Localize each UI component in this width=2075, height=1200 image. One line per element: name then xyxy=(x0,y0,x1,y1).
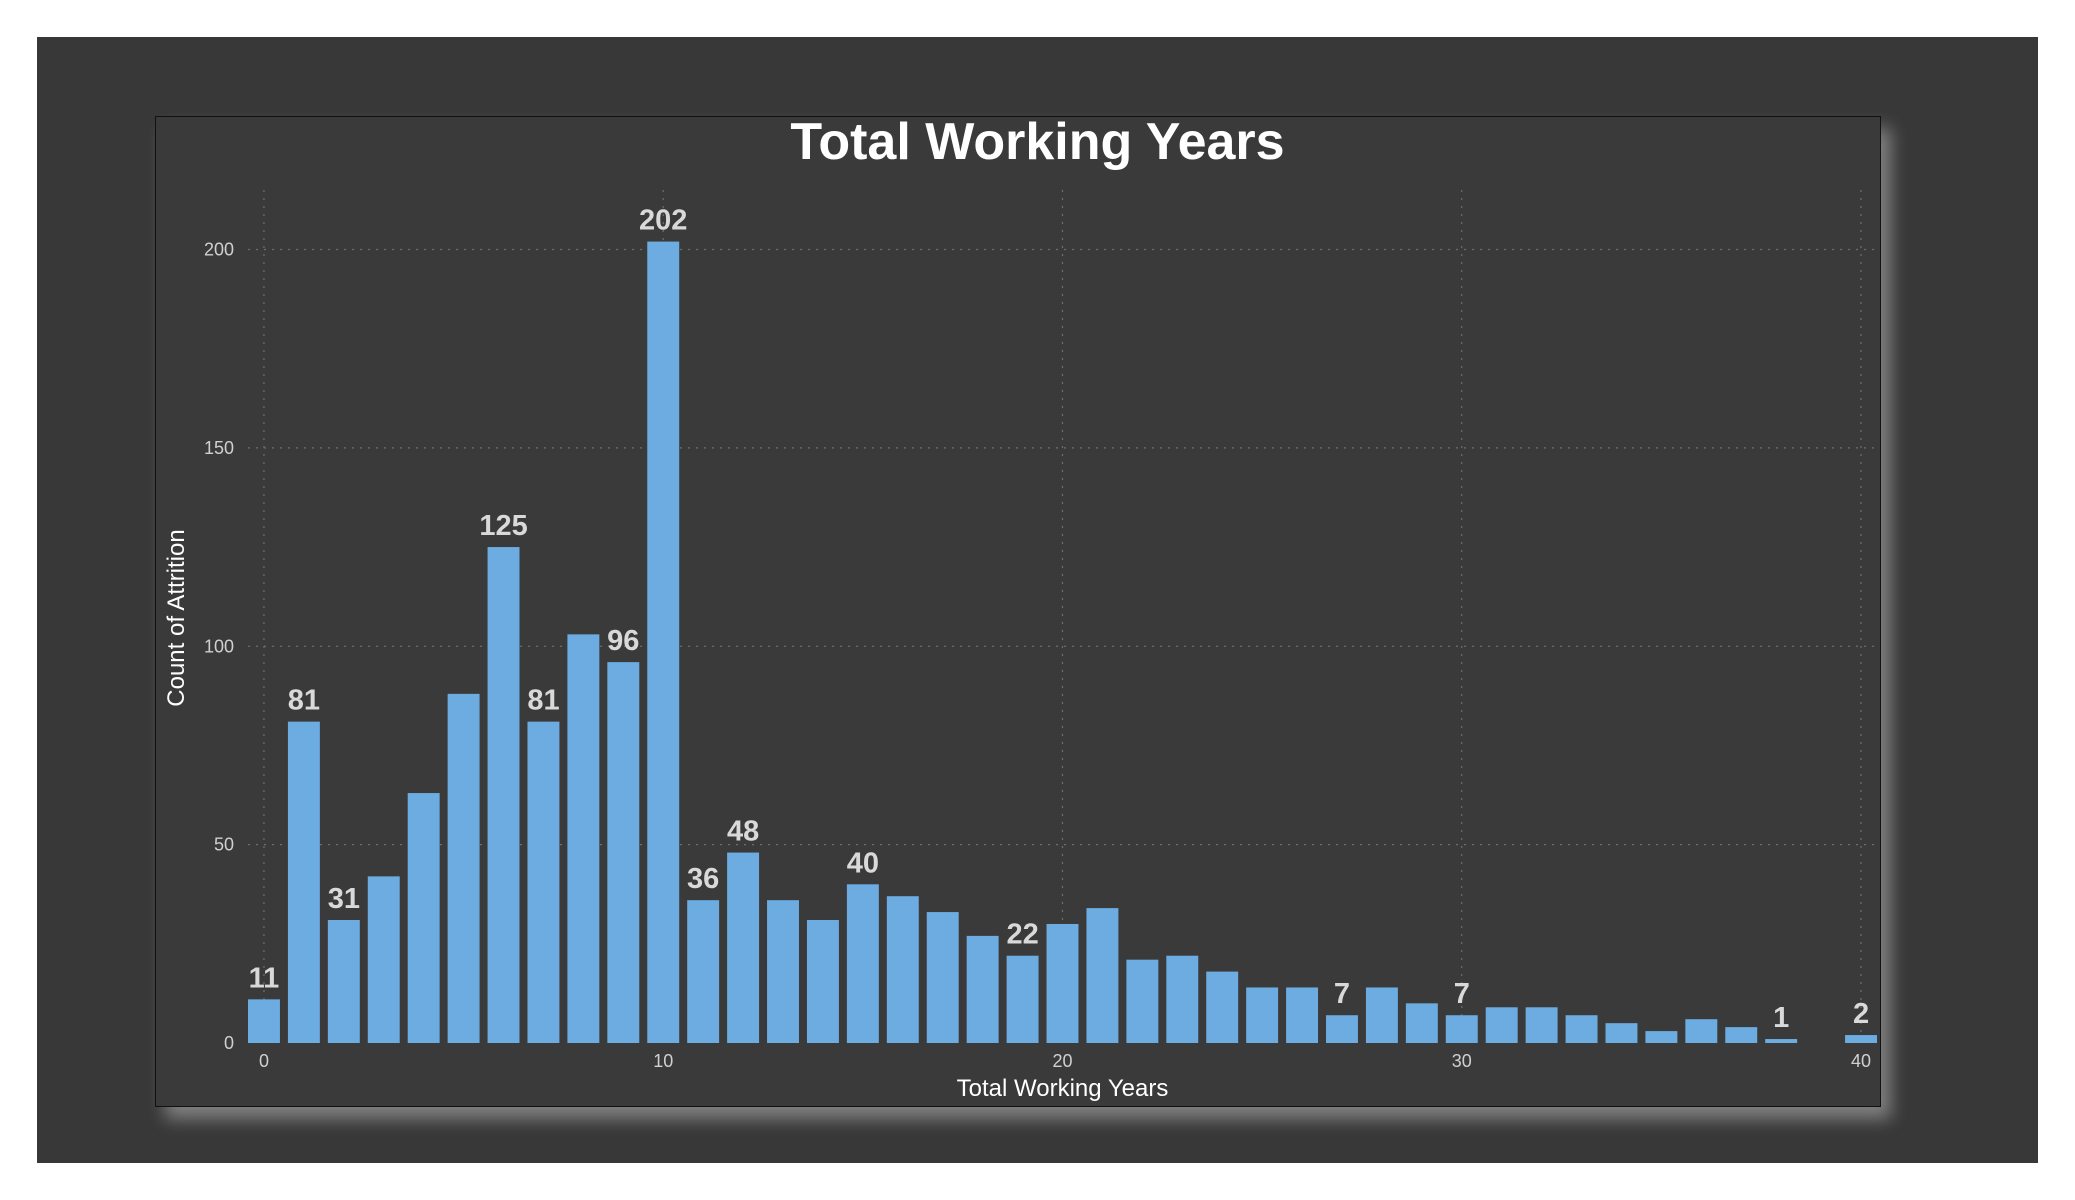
bar xyxy=(1445,1015,1478,1043)
y-tick-label: 50 xyxy=(214,835,234,855)
bar xyxy=(1765,1039,1798,1043)
data-label: 48 xyxy=(727,816,759,848)
data-label: 125 xyxy=(479,510,527,542)
bar xyxy=(926,912,959,1043)
x-tick-label: 20 xyxy=(1052,1051,1072,1071)
data-label: 96 xyxy=(607,625,639,657)
bar xyxy=(727,852,760,1043)
bar xyxy=(966,935,999,1043)
bar xyxy=(1845,1035,1877,1043)
bar xyxy=(806,920,839,1043)
bar xyxy=(567,634,600,1043)
bar xyxy=(248,999,280,1043)
bar xyxy=(1326,1015,1358,1043)
x-tick-label: 30 xyxy=(1452,1051,1472,1071)
bar xyxy=(1645,1031,1678,1043)
x-axis-label: Total Working Years xyxy=(957,1075,1169,1102)
chart-title: Total Working Years xyxy=(790,113,1285,171)
plot-panel xyxy=(155,116,1881,1107)
x-tick-label: 0 xyxy=(259,1051,269,1071)
bars xyxy=(248,241,1877,1043)
bar xyxy=(1206,971,1239,1043)
bar xyxy=(1565,1015,1598,1043)
data-label: 1 xyxy=(1773,1002,1789,1034)
data-label: 7 xyxy=(1334,978,1350,1010)
data-label: 7 xyxy=(1454,978,1470,1010)
bar xyxy=(1365,987,1398,1043)
data-label: 81 xyxy=(288,685,320,717)
data-label: 22 xyxy=(1006,919,1038,951)
bar xyxy=(527,721,560,1043)
bar xyxy=(447,693,480,1043)
bar xyxy=(767,900,799,1043)
data-label: 31 xyxy=(328,883,360,915)
data-label: 11 xyxy=(249,962,280,994)
bar xyxy=(1405,1003,1438,1043)
x-tick-label: 10 xyxy=(653,1051,673,1071)
bar xyxy=(1286,987,1319,1043)
bar xyxy=(1246,987,1279,1043)
bar xyxy=(687,900,720,1043)
y-tick-label: 200 xyxy=(204,240,234,260)
bar xyxy=(407,793,440,1043)
x-tick-label: 40 xyxy=(1851,1051,1871,1071)
bar xyxy=(287,721,320,1043)
bar xyxy=(367,876,400,1043)
bar xyxy=(1086,908,1119,1043)
bar xyxy=(1605,1023,1638,1043)
bar xyxy=(1525,1007,1558,1043)
bar xyxy=(647,241,680,1043)
y-tick-label: 150 xyxy=(204,438,234,458)
data-label: 40 xyxy=(847,847,879,879)
data-label: 2 xyxy=(1853,998,1869,1030)
data-label: 202 xyxy=(639,205,687,237)
bar xyxy=(1725,1027,1758,1043)
bar xyxy=(487,547,520,1043)
bar xyxy=(886,896,919,1043)
y-axis-label: Count of Attrition xyxy=(163,529,190,706)
data-label: 36 xyxy=(687,863,719,895)
bar xyxy=(1485,1007,1518,1043)
axis-ticks: 0 50 100 150 200 0 10 20 30 40 xyxy=(204,240,1871,1071)
bar xyxy=(846,884,879,1043)
bar xyxy=(1126,959,1159,1043)
bar xyxy=(327,920,360,1043)
bar xyxy=(1685,1019,1718,1043)
bar xyxy=(607,662,640,1043)
data-label: 81 xyxy=(527,685,559,717)
y-tick-label: 100 xyxy=(204,636,234,656)
bar xyxy=(1046,923,1079,1043)
bar xyxy=(1006,955,1039,1043)
y-tick-label: 0 xyxy=(224,1033,234,1053)
bar xyxy=(1166,955,1199,1043)
